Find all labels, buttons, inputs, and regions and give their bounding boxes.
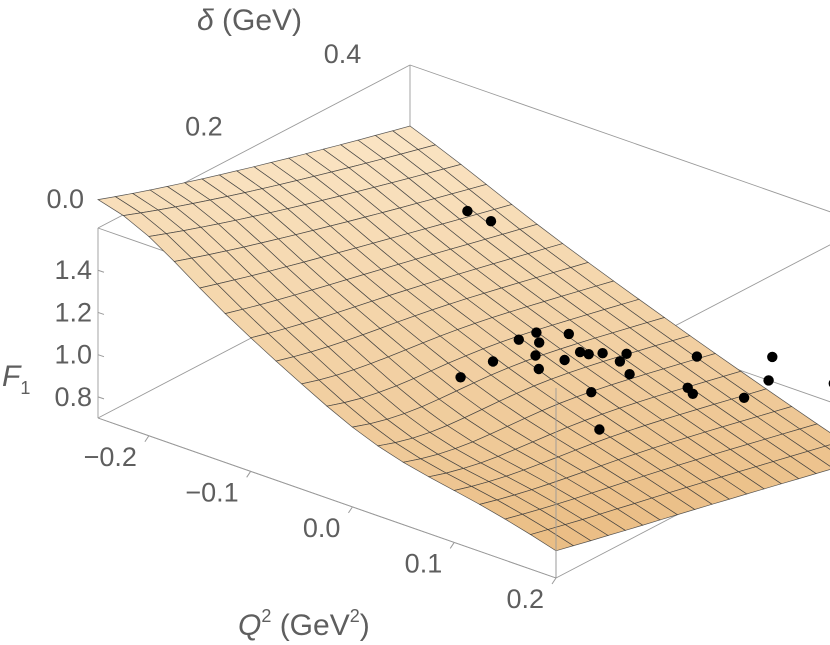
- surface-cell: [529, 529, 575, 552]
- z-tick-label: 1.2: [54, 297, 92, 327]
- y-tick-label: 0.4: [324, 39, 362, 69]
- y-tick-label: 0.0: [46, 184, 84, 214]
- x-tick-mark: [246, 471, 252, 478]
- data-point: [513, 334, 524, 345]
- x-tick-mark: [144, 435, 150, 443]
- y-axis-ticks: 0.0 0.2 0.4: [46, 39, 361, 214]
- data-point: [455, 372, 466, 383]
- data-point: [487, 356, 499, 367]
- data-point: [559, 354, 570, 366]
- x-tick-label: 0.0: [303, 513, 341, 543]
- data-points: [455, 205, 830, 435]
- data-point: [687, 388, 698, 399]
- x-tick-label: 0.2: [506, 584, 544, 614]
- data-point: [597, 348, 608, 359]
- data-point: [621, 348, 632, 359]
- data-point: [763, 375, 774, 386]
- data-point: [767, 351, 778, 363]
- bounding-box-front: [97, 388, 557, 579]
- y-axis-label: δ (GeV): [197, 4, 302, 37]
- x-axis-ticks: −0.2 −0.1 0.0 0.1 0.2: [84, 435, 557, 614]
- data-point: [531, 327, 542, 338]
- z-tick-mark: [97, 354, 105, 358]
- data-point: [691, 351, 703, 362]
- z-tick-mark: [97, 396, 105, 400]
- data-point: [738, 392, 750, 403]
- y-tick-label: 0.2: [185, 112, 223, 142]
- data-point: [462, 205, 473, 217]
- box-edge: [409, 64, 830, 213]
- x-tick-mark: [449, 542, 455, 549]
- z-tick-label: 1.0: [54, 340, 92, 370]
- x-tick-label: 0.1: [405, 548, 443, 578]
- z-axis-label: F1: [2, 360, 30, 398]
- x-tick-mark: [348, 506, 353, 514]
- data-point: [563, 328, 574, 340]
- data-point: [624, 369, 635, 380]
- data-point: [586, 387, 597, 398]
- box-edge-front: [97, 417, 557, 579]
- data-point: [530, 350, 541, 361]
- z-tick-label: 0.8: [54, 382, 92, 412]
- data-point: [614, 356, 626, 367]
- z-axis-ticks: 0.8 1.0 1.2 1.4: [54, 255, 105, 412]
- surface-mesh: [97, 125, 830, 552]
- x-tick-mark: [551, 577, 557, 585]
- x-tick-label: −0.1: [185, 477, 238, 507]
- data-point: [594, 424, 605, 435]
- data-point: [534, 337, 545, 348]
- x-tick-label: −0.2: [84, 442, 137, 472]
- x-axis-label: Q2 (GeV2): [238, 606, 370, 642]
- z-tick-mark: [97, 269, 105, 273]
- data-point: [485, 216, 497, 227]
- data-point: [583, 349, 594, 360]
- data-point: [533, 363, 544, 375]
- data-point: [574, 346, 586, 358]
- z-tick-label: 1.4: [54, 255, 92, 285]
- z-tick-mark: [97, 311, 105, 315]
